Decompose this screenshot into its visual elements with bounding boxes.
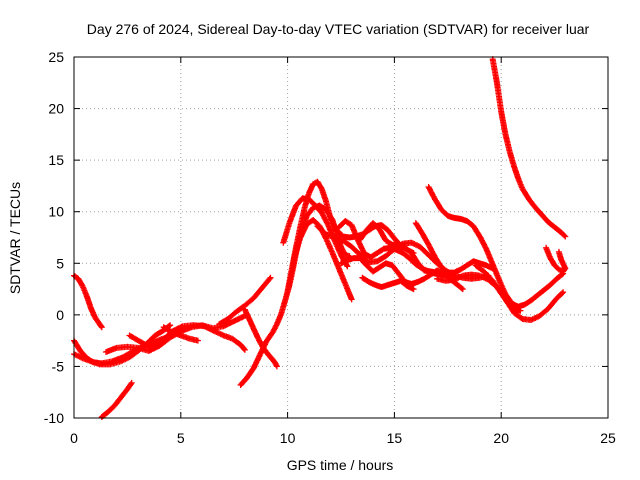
- x-tick-label: 5: [177, 430, 185, 446]
- series-markers: [160, 324, 201, 344]
- x-axis-label: GPS time / hours: [287, 457, 394, 473]
- series-arc-p: [357, 220, 441, 276]
- x-tick-label: 0: [70, 430, 78, 446]
- y-tick-label: 10: [48, 204, 64, 220]
- series-arc-t: [412, 220, 496, 276]
- y-axis-label: SDTVAR / TECUs: [7, 182, 23, 294]
- series-arc-s: [425, 184, 567, 310]
- series-markers: [357, 220, 441, 276]
- series-arc-w: [489, 56, 569, 240]
- series-arc-e: [98, 379, 135, 420]
- y-tick-label: 5: [56, 255, 64, 271]
- x-tick-label: 25: [600, 430, 616, 446]
- y-tick-label: 20: [48, 101, 64, 117]
- x-tick-label: 15: [387, 430, 403, 446]
- series-arc-x: [543, 244, 569, 275]
- series-markers: [425, 184, 567, 310]
- series-markers: [359, 274, 417, 293]
- series-markers: [126, 322, 248, 353]
- axis-ticks: [73, 56, 609, 419]
- series-arc-g: [160, 324, 201, 344]
- series-markers: [241, 306, 280, 370]
- series-markers: [216, 274, 274, 328]
- series-arc-f: [126, 322, 248, 353]
- tick-labels: 0 5 10 15 20 25 -10 -5 0 5 10 15 20 25: [44, 49, 616, 446]
- series-arc-j: [241, 306, 280, 370]
- y-tick-label: 15: [48, 152, 64, 168]
- series-markers: [489, 56, 569, 240]
- series-arc-h: [216, 274, 274, 328]
- series-markers: [543, 244, 569, 275]
- x-tick-label: 20: [493, 430, 509, 446]
- series-markers: [98, 379, 135, 420]
- y-tick-label: 25: [48, 49, 64, 65]
- y-tick-label: 0: [56, 307, 64, 323]
- series-arc-v: [472, 262, 524, 314]
- chart-title: Day 276 of 2024, Sidereal Day-to-day VTE…: [87, 21, 590, 37]
- series-markers: [472, 262, 524, 314]
- y-tick-label: -5: [52, 358, 65, 374]
- series-arc-r: [359, 274, 417, 293]
- y-tick-label: -10: [44, 410, 64, 426]
- x-tick-label: 10: [280, 430, 296, 446]
- plot-frame: [73, 56, 609, 419]
- series-markers: [412, 220, 496, 276]
